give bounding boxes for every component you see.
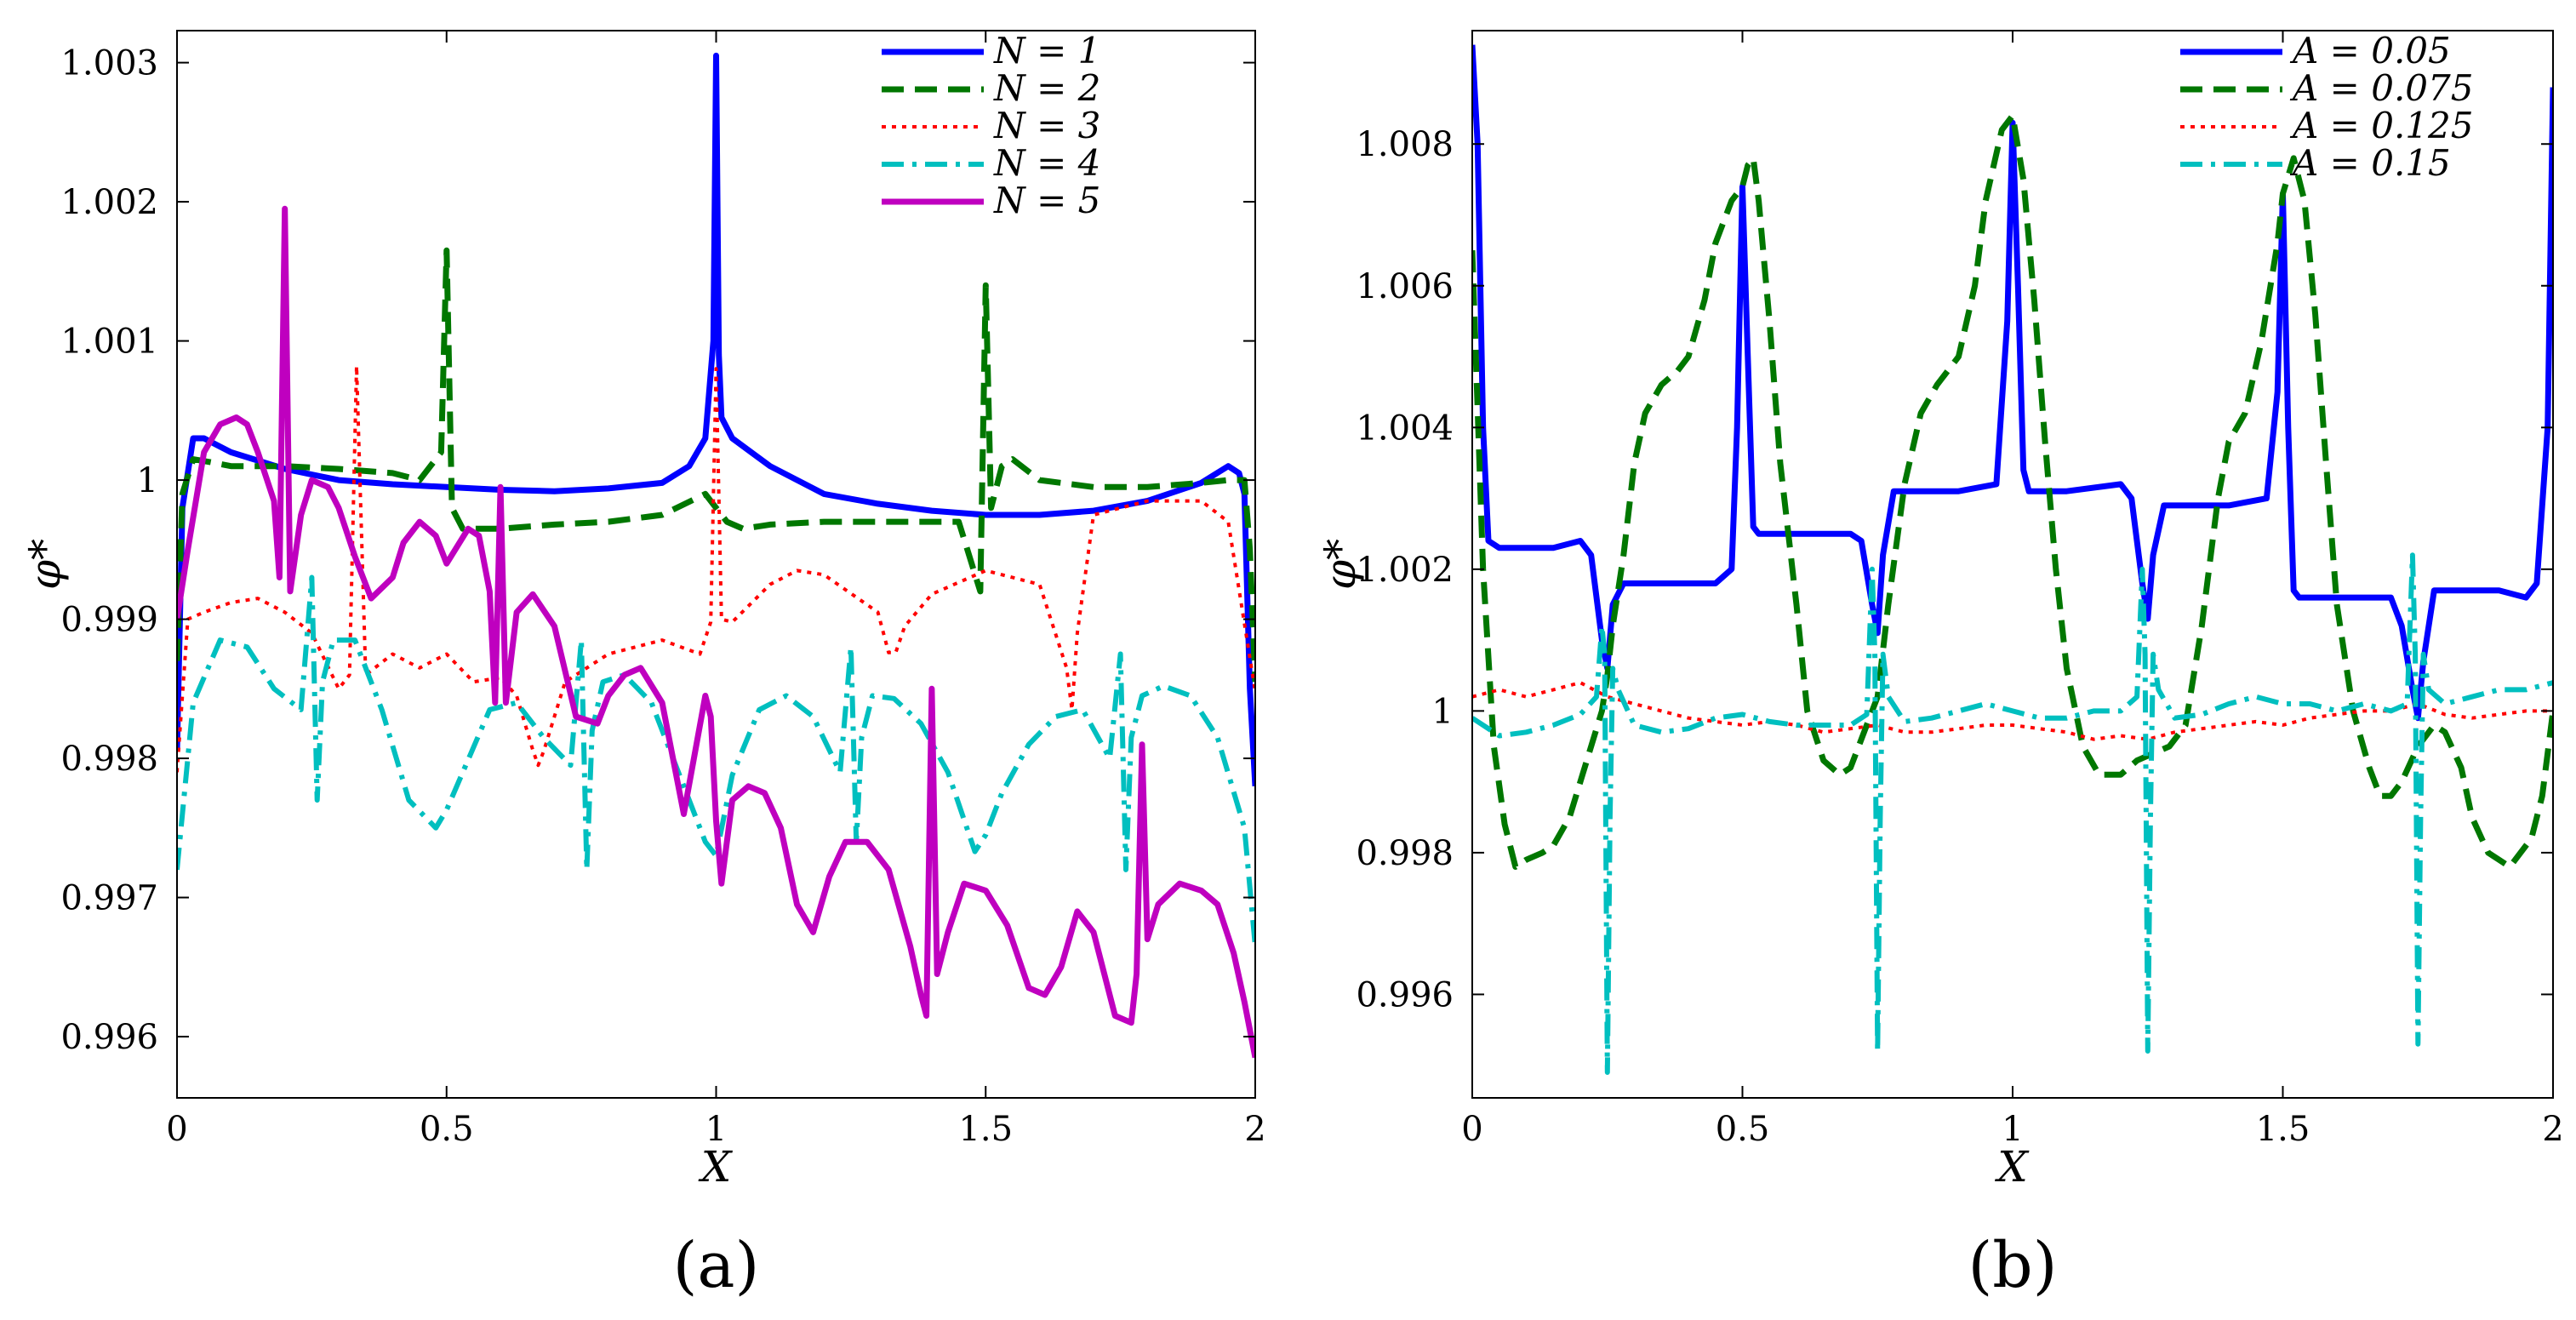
y-tick-label: 1.002 (60, 183, 158, 222)
y-tick-label: 1 (137, 461, 158, 500)
series-line-3 (1472, 681, 2553, 741)
x-axis-label: X (1994, 1142, 2030, 1191)
legend: N = 1N = 2N = 3N = 4N = 5 (882, 30, 1100, 221)
y-tick-label: 0.997 (60, 879, 158, 918)
x-tick-label: 1.5 (958, 1110, 1013, 1149)
y-tick-label: 0.998 (60, 740, 158, 779)
legend-label-3: N = 3 (993, 105, 1100, 146)
legend-label-3: A = 0.125 (2289, 105, 2473, 146)
series-line-2 (177, 247, 1255, 683)
legend-label-4: A = 0.15 (2289, 142, 2451, 184)
series-line-2 (1472, 112, 2553, 870)
x-tick-label: 2 (1244, 1110, 1265, 1149)
x-tick-label: 0 (166, 1110, 187, 1149)
panel-b: 0 0.5 1 1.5 2 0.996 0.998 1 1.002 1.004 1.006 1.008… (1316, 30, 2564, 1302)
y-tick-label: 1 (1432, 692, 1454, 731)
y-tick-label: 1.001 (60, 323, 158, 362)
y-axis-label: φ* (20, 539, 70, 590)
y-tick-label: 1.002 (1356, 551, 1454, 590)
x-axis-label: X (698, 1142, 734, 1191)
panel-a: 0 0.5 1 1.5 2 0.996 0.997 0.998 0.999 1 1.001 1.002… (20, 30, 1266, 1302)
x-tick-label: 0 (1461, 1110, 1482, 1149)
y-tick-label: 0.999 (60, 601, 158, 640)
series-line-4 (177, 574, 1255, 947)
x-tick-label: 1 (705, 1110, 727, 1149)
y-axis-label: φ* (1316, 539, 1365, 590)
legend-label-2: A = 0.075 (2289, 67, 2473, 109)
y-tick-label: 1.008 (1356, 125, 1454, 164)
series-line-5 (177, 205, 1255, 1059)
legend-label-1: A = 0.05 (2289, 30, 2451, 71)
legend-label-4: N = 4 (993, 142, 1100, 184)
legend-label-5: N = 5 (993, 180, 1100, 221)
series-line-4 (1472, 552, 2553, 1075)
y-tick-label: 1.004 (1356, 409, 1454, 448)
panel-label: (a) (673, 1229, 760, 1302)
x-tick-label: 0.5 (420, 1110, 474, 1149)
y-tick-label: 1.006 (1356, 267, 1454, 306)
y-tick-label: 0.996 (60, 1018, 158, 1057)
series-line-3 (177, 364, 1255, 773)
x-tick-label: 1.5 (2256, 1110, 2310, 1149)
x-tick-label: 2 (2542, 1110, 2563, 1149)
series-line-1 (177, 52, 1255, 786)
y-tick-label: 0.998 (1356, 834, 1454, 873)
legend-label-1: N = 1 (993, 30, 1100, 71)
plot-area (177, 52, 1255, 1059)
x-tick-label: 1 (2002, 1110, 2023, 1149)
panel-label: (b) (1968, 1229, 2057, 1302)
legend-label-2: N = 2 (993, 67, 1100, 109)
plot-area (1472, 44, 2553, 1075)
x-tick-label: 0.5 (1716, 1110, 1770, 1149)
y-tick-label: 0.996 (1356, 975, 1454, 1014)
y-tick-label: 1.003 (60, 44, 158, 83)
